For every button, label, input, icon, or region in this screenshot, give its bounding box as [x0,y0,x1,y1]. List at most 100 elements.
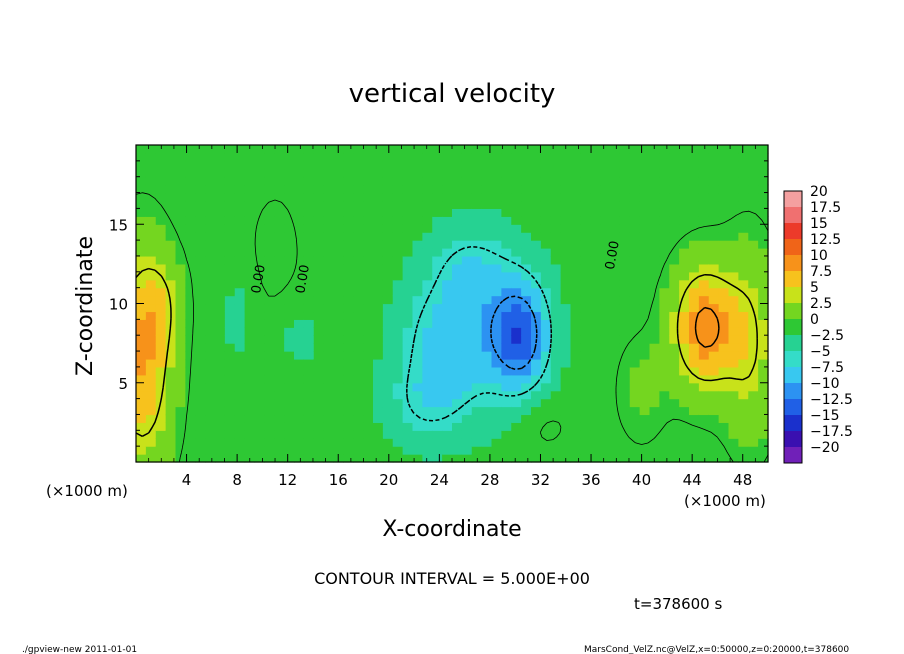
heatmap-cell [284,271,295,281]
heatmap-cell [254,248,265,257]
heatmap-cell [224,263,236,273]
heatmap-cell [343,343,354,352]
heatmap-cell [748,240,759,249]
heatmap-cell [442,398,453,408]
colorbar-label: −2.5 [810,328,844,344]
heatmap-cell [195,311,206,320]
heatmap-cell [373,192,384,202]
heatmap-cell [205,200,216,209]
heatmap-cell [412,398,423,408]
heatmap-cell [679,295,690,305]
heatmap-cell [590,145,601,154]
heatmap-cell [580,351,591,360]
heatmap-cell [323,255,335,265]
heatmap-cell [205,382,216,392]
heatmap-cell [422,406,433,416]
heatmap-cell [402,414,414,423]
heatmap-cell [215,422,226,431]
heatmap-cell [264,184,275,194]
heatmap-cell [175,152,186,162]
heatmap-cell [442,335,453,344]
heatmap-cell [313,446,325,455]
heatmap-cell [708,248,720,257]
heatmap-cell [432,208,443,217]
heatmap-cell [234,145,246,154]
heatmap-cell [175,295,186,305]
heatmap-cell [501,208,512,217]
heatmap-cell [412,382,423,392]
heatmap-cell [165,398,177,408]
heatmap-cell [333,390,344,400]
heatmap-cell [698,216,710,225]
heatmap-cell [294,200,305,209]
heatmap-cell [471,279,483,289]
heatmap-cell [145,271,157,281]
heatmap-cell [392,327,404,336]
heatmap-cell [175,335,186,344]
heatmap-cell [333,374,344,384]
heatmap-cell [343,271,354,281]
heatmap-cell [649,287,660,297]
heatmap-cell [738,351,749,360]
heatmap-cell [669,160,680,170]
heatmap-cell [165,224,177,233]
heatmap-cell [610,351,621,360]
heatmap-cell [669,224,680,233]
heatmap-cell [560,263,572,273]
heatmap-cell [382,303,394,313]
heatmap-cell [155,295,167,305]
heatmap-cell [165,192,177,202]
heatmap-cell [659,343,670,352]
heatmap-cell [698,192,710,202]
heatmap-cell [610,414,621,423]
heatmap-cell [501,438,512,447]
heatmap-cell [323,287,335,297]
heatmap-cell [294,160,305,170]
heatmap-cell [531,232,542,241]
heatmap-cell [382,319,394,328]
heatmap-cell [491,446,502,455]
heatmap-cell [234,319,246,328]
heatmap-cell [679,311,690,320]
heatmap-cell [442,343,453,352]
heatmap-cell [313,438,325,447]
heatmap-cell [205,327,216,336]
heatmap-cell [412,414,423,423]
colorbar-swatch [784,287,802,304]
heatmap-cell [195,319,206,328]
heatmap-cell [422,430,433,439]
heatmap-cell [333,327,344,336]
heatmap-cell [402,152,414,162]
heatmap-cell [718,406,730,416]
heatmap-cell [175,168,186,178]
heatmap-cell [718,168,730,178]
heatmap-cell [511,145,522,154]
heatmap-cell [363,358,374,368]
heatmap-cell [639,232,651,241]
heatmap-cell [303,263,315,273]
heatmap-cell [165,335,177,344]
heatmap-cell [185,232,196,241]
heatmap-cell [570,216,581,225]
heatmap-cell [738,295,749,305]
heatmap-cell [550,438,562,447]
heatmap-cell [353,208,364,217]
heatmap-cell [452,382,463,392]
heatmap-cell [284,343,295,352]
heatmap-cell [461,192,473,202]
heatmap-cell [481,422,493,431]
heatmap-cell [481,430,493,439]
heatmap-cell [600,184,611,194]
heatmap-cell [501,248,512,257]
heatmap-cell [550,232,562,241]
heatmap-cell [590,216,601,225]
heatmap-cell [590,327,601,336]
heatmap-cell [590,263,601,273]
heatmap-cell [333,438,344,447]
heatmap-cell [244,319,256,328]
heatmap-cell [629,200,641,209]
heatmap-cell [570,279,581,289]
heatmap-cell [471,382,483,392]
heatmap-cell [649,343,660,352]
heatmap-cell [540,319,552,328]
